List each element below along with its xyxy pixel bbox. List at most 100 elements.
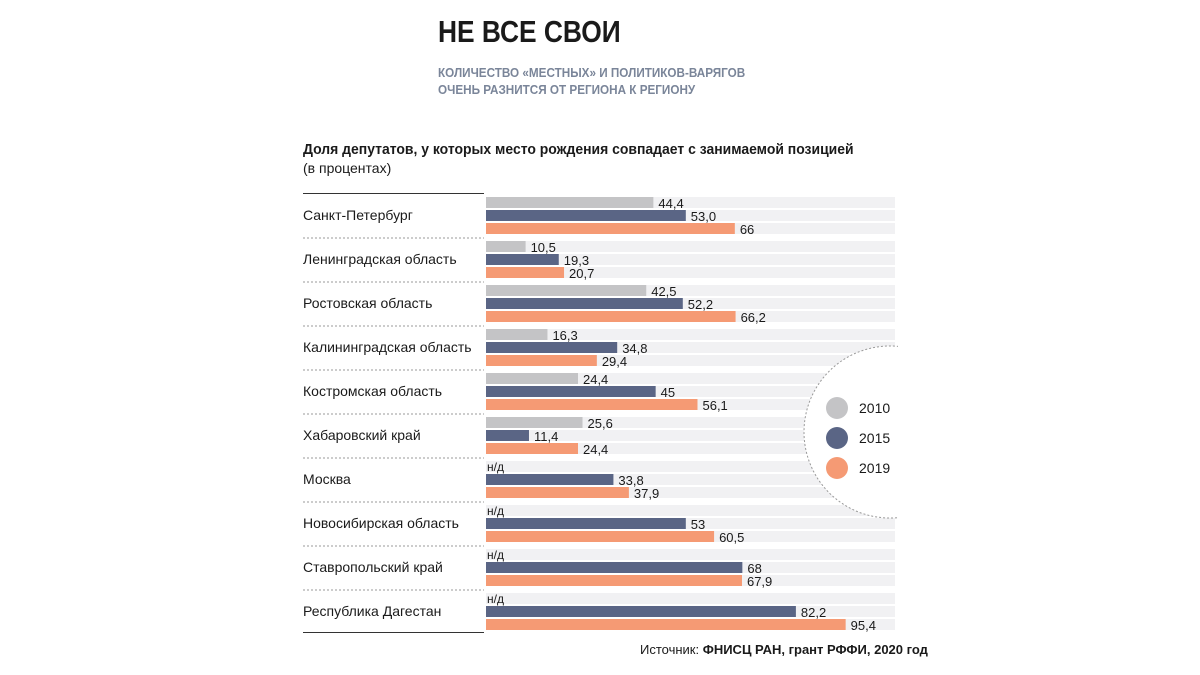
category-label: Костромская область bbox=[303, 383, 442, 399]
data-label: 45 bbox=[661, 385, 675, 400]
data-label: 66,2 bbox=[741, 310, 766, 325]
source-text: ФНИСЦ РАН, грант РФФИ, 2020 год bbox=[702, 642, 928, 657]
data-label: 37,9 bbox=[634, 486, 659, 501]
category-label: Ленинградская область bbox=[303, 251, 457, 267]
legend-label: 2010 bbox=[859, 400, 890, 416]
chart-unit: (в процентах) bbox=[303, 160, 392, 176]
bar-2019 bbox=[486, 575, 742, 586]
bar-track bbox=[486, 443, 895, 454]
bar-2015 bbox=[486, 254, 559, 265]
bar-2010 bbox=[486, 417, 583, 428]
page-title: НЕ ВСЕ СВОИ bbox=[438, 14, 621, 49]
bar-2015 bbox=[486, 518, 686, 529]
bar-track bbox=[486, 298, 895, 309]
source-label: Источник: bbox=[640, 642, 700, 657]
bar-2019 bbox=[486, 311, 736, 322]
data-label: 24,4 bbox=[583, 442, 608, 457]
bar-2019 bbox=[486, 443, 578, 454]
category-label: Новосибирская область bbox=[303, 515, 459, 531]
bar-track bbox=[486, 487, 895, 498]
data-label: 20,7 bbox=[569, 266, 594, 281]
chart-title: Доля депутатов, у которых место рождения… bbox=[303, 141, 854, 158]
missing-label: н/д bbox=[487, 592, 504, 606]
data-label: 11,4 bbox=[534, 429, 558, 444]
bar-track bbox=[486, 505, 895, 516]
bar-track bbox=[486, 518, 895, 529]
data-label: 25,6 bbox=[588, 416, 613, 431]
data-label: 19,3 bbox=[564, 253, 589, 268]
bar-track bbox=[486, 254, 895, 265]
missing-label: н/д bbox=[487, 548, 504, 562]
bar-track bbox=[486, 285, 895, 296]
bar-track bbox=[486, 461, 895, 472]
data-label: 56,1 bbox=[702, 398, 727, 413]
bar-2015 bbox=[486, 342, 618, 353]
data-label: 60,5 bbox=[719, 530, 744, 545]
bar-track bbox=[486, 241, 895, 252]
category-label: Ростовская область bbox=[303, 295, 432, 311]
bar-2015 bbox=[486, 562, 743, 573]
bar-2019 bbox=[486, 487, 629, 498]
bar-2010 bbox=[486, 197, 654, 208]
data-label: 44,4 bbox=[658, 196, 683, 211]
bar-track bbox=[486, 373, 895, 384]
bar-track bbox=[486, 593, 895, 604]
data-label: 42,5 bbox=[651, 284, 676, 299]
bar-2010 bbox=[486, 373, 578, 384]
bar-track bbox=[486, 430, 895, 441]
legend-label: 2019 bbox=[859, 460, 890, 476]
bar-track bbox=[486, 386, 895, 397]
bar-2010 bbox=[486, 241, 526, 252]
legend-swatch-2010 bbox=[826, 397, 848, 419]
subtitle: КОЛИЧЕСТВО «МЕСТНЫХ» И ПОЛИТИКОВ-ВАРЯГОВ… bbox=[438, 64, 745, 98]
bar-track bbox=[486, 549, 895, 560]
data-label: 95,4 bbox=[851, 618, 876, 633]
bar-2019 bbox=[486, 223, 735, 234]
legend-panel bbox=[803, 345, 898, 519]
subtitle-line: ОЧЕНЬ РАЗНИТСЯ ОТ РЕГИОНА К РЕГИОНУ bbox=[438, 82, 696, 97]
legend-swatch-2019 bbox=[826, 457, 848, 479]
category-label: Калининградская область bbox=[303, 339, 472, 355]
legend-swatch-2015 bbox=[826, 427, 848, 449]
bar-track bbox=[486, 210, 895, 221]
data-label: 29,4 bbox=[602, 354, 627, 369]
data-label: 66 bbox=[740, 222, 754, 237]
bar-2015 bbox=[486, 298, 683, 309]
bar-2015 bbox=[486, 606, 796, 617]
bar-2019 bbox=[486, 355, 597, 366]
bar-2015 bbox=[486, 430, 529, 441]
data-label: 24,4 bbox=[583, 372, 608, 387]
data-label: 53,0 bbox=[691, 209, 716, 224]
source-note: Источник: ФНИСЦ РАН, грант РФФИ, 2020 го… bbox=[640, 642, 928, 657]
missing-label: н/д bbox=[487, 504, 504, 518]
bar-2010 bbox=[486, 329, 548, 340]
bar-2019 bbox=[486, 619, 846, 630]
bar-2019 bbox=[486, 531, 715, 542]
bar-track bbox=[486, 355, 895, 366]
data-label: 33,8 bbox=[618, 473, 643, 488]
data-label: 34,8 bbox=[622, 341, 647, 356]
missing-label: н/д bbox=[487, 460, 504, 474]
data-label: 10,5 bbox=[531, 240, 556, 255]
subtitle-line: КОЛИЧЕСТВО «МЕСТНЫХ» И ПОЛИТИКОВ-ВАРЯГОВ bbox=[438, 65, 746, 80]
bar-track bbox=[486, 417, 895, 428]
category-label: Ставропольский край bbox=[303, 559, 443, 575]
bar-2015 bbox=[486, 474, 614, 485]
data-label: 53 bbox=[691, 517, 705, 532]
data-label: 52,2 bbox=[688, 297, 713, 312]
category-label: Санкт-Петербург bbox=[303, 207, 413, 223]
legend-label: 2015 bbox=[859, 430, 890, 446]
data-label: 16,3 bbox=[552, 328, 577, 343]
bar-2015 bbox=[486, 210, 686, 221]
bar-track bbox=[486, 267, 895, 278]
category-label: Республика Дагестан bbox=[303, 603, 441, 619]
bar-track bbox=[486, 329, 895, 340]
data-label: 67,9 bbox=[747, 574, 772, 589]
bar-2015 bbox=[486, 386, 656, 397]
data-label: 68 bbox=[747, 561, 761, 576]
bar-track bbox=[486, 197, 895, 208]
bar-2019 bbox=[486, 267, 565, 278]
bar-track bbox=[486, 342, 895, 353]
category-label: Москва bbox=[303, 471, 351, 487]
